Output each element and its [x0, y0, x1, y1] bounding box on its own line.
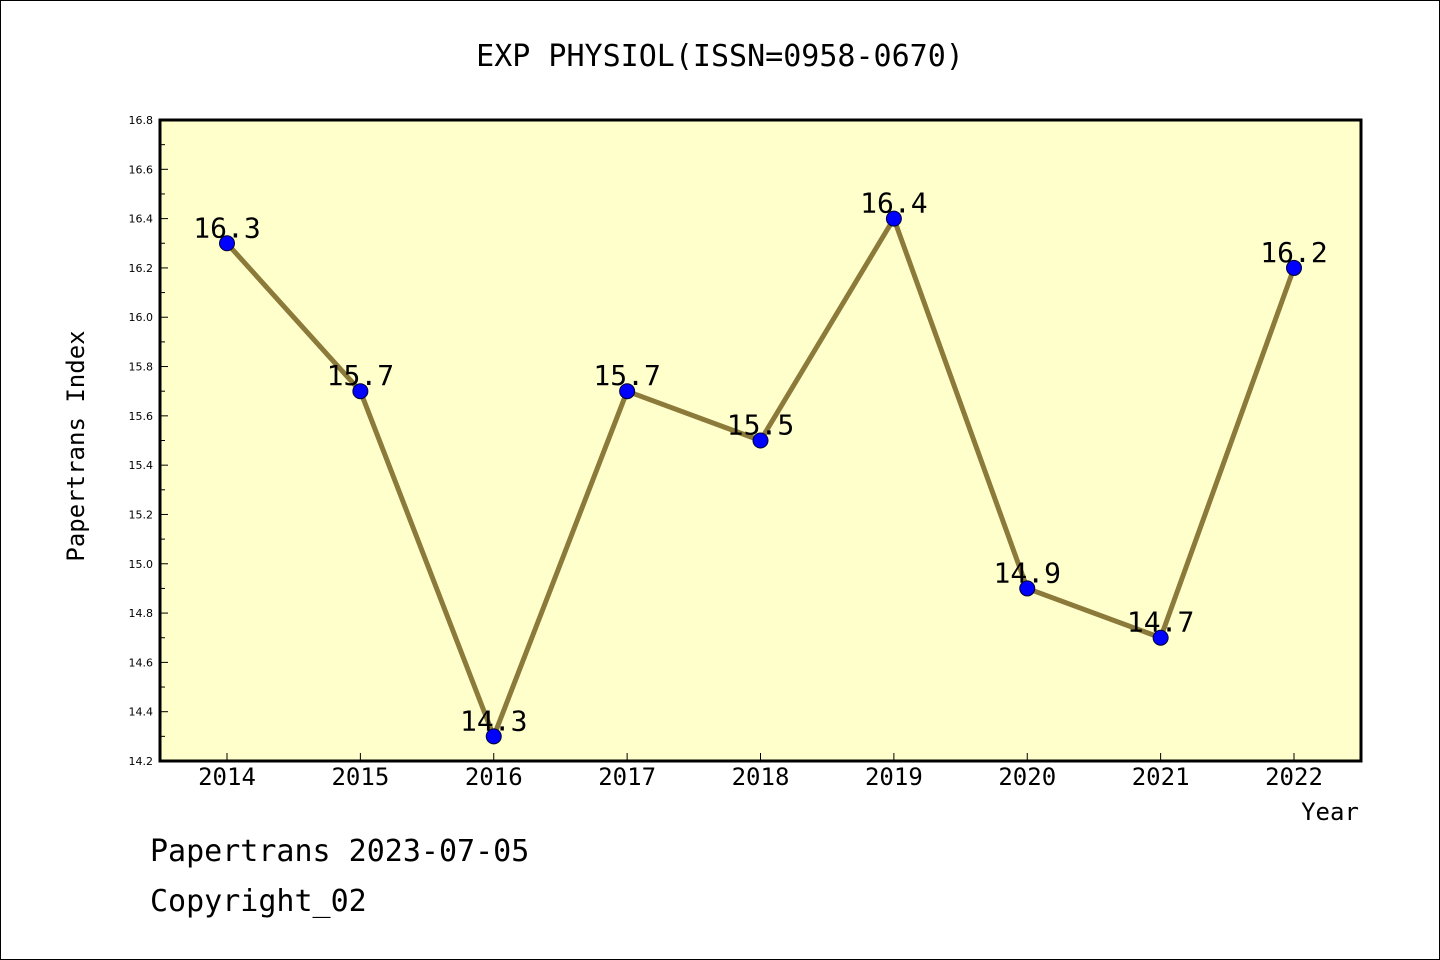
y-tick-label: 15.6: [129, 410, 154, 423]
footer-copyright: Copyright_02: [150, 884, 367, 919]
data-label: 15.5: [727, 409, 794, 442]
y-tick-label: 14.6: [129, 656, 154, 669]
data-label: 14.9: [994, 556, 1061, 589]
y-tick-label: 14.4: [129, 706, 154, 719]
x-tick-label: 2016: [465, 763, 523, 791]
y-tick-label: 16.4: [129, 213, 154, 226]
x-tick-label: 2020: [998, 763, 1056, 791]
x-axis-label: Year: [1301, 798, 1359, 826]
data-point: [1152, 629, 1169, 646]
data-point: [219, 235, 235, 252]
chart-title: EXP PHYSIOL(ISSN=0958-0670): [476, 39, 964, 74]
y-tick-label: 16.6: [129, 163, 154, 176]
data-point: [485, 728, 502, 745]
data-label: 14.7: [1127, 606, 1194, 639]
y-tick-label: 14.8: [129, 607, 154, 620]
data-point: [1019, 580, 1036, 597]
footer-date: Papertrans 2023-07-05: [150, 834, 530, 869]
y-tick-label: 14.2: [129, 755, 154, 768]
data-point: [619, 383, 636, 400]
y-tick-label: 16.0: [129, 311, 154, 324]
y-tick-label: 16.2: [129, 262, 154, 275]
x-tick-label: 2015: [331, 763, 389, 791]
data-point: [352, 383, 369, 400]
data-label: 16.3: [193, 211, 260, 244]
data-label: 16.4: [860, 187, 927, 220]
data-label: 14.3: [460, 704, 527, 737]
x-tick-label: 2018: [732, 763, 790, 791]
x-tick-label: 2022: [1265, 763, 1323, 791]
x-tick-label: 2019: [865, 763, 923, 791]
y-tick-label: 16.8: [129, 114, 154, 127]
y-tick-label: 15.4: [129, 459, 154, 472]
data-point: [1286, 259, 1302, 276]
data-point: [885, 210, 902, 227]
x-tick-label: 2021: [1132, 763, 1190, 791]
x-tick-label: 2017: [598, 763, 656, 791]
data-point: [752, 432, 769, 449]
y-axis-label: Papertrans Index: [62, 330, 90, 561]
y-tick-label: 15.2: [129, 508, 154, 521]
data-label: 16.2: [1260, 236, 1327, 269]
y-axis: 14.2 14.4 14.6 14.8 15.0 15.2 15.4 15.6 15.8 16.0…: [129, 114, 168, 768]
data-label: 15.7: [327, 359, 394, 392]
y-tick-label: 15.8: [129, 361, 154, 374]
x-axis: 2014 2015 2016 2017 2018 2019 2020 2021 2022: [198, 753, 1323, 791]
data-labels: 16.3 15.7 14.3 15.7 15.5 16.4 14.9 14.7 16.2: [193, 187, 1327, 738]
series-markers: [219, 210, 1302, 745]
x-tick-label: 2014: [198, 763, 256, 791]
data-label: 15.7: [593, 359, 660, 392]
y-tick-label: 15.0: [129, 558, 154, 571]
